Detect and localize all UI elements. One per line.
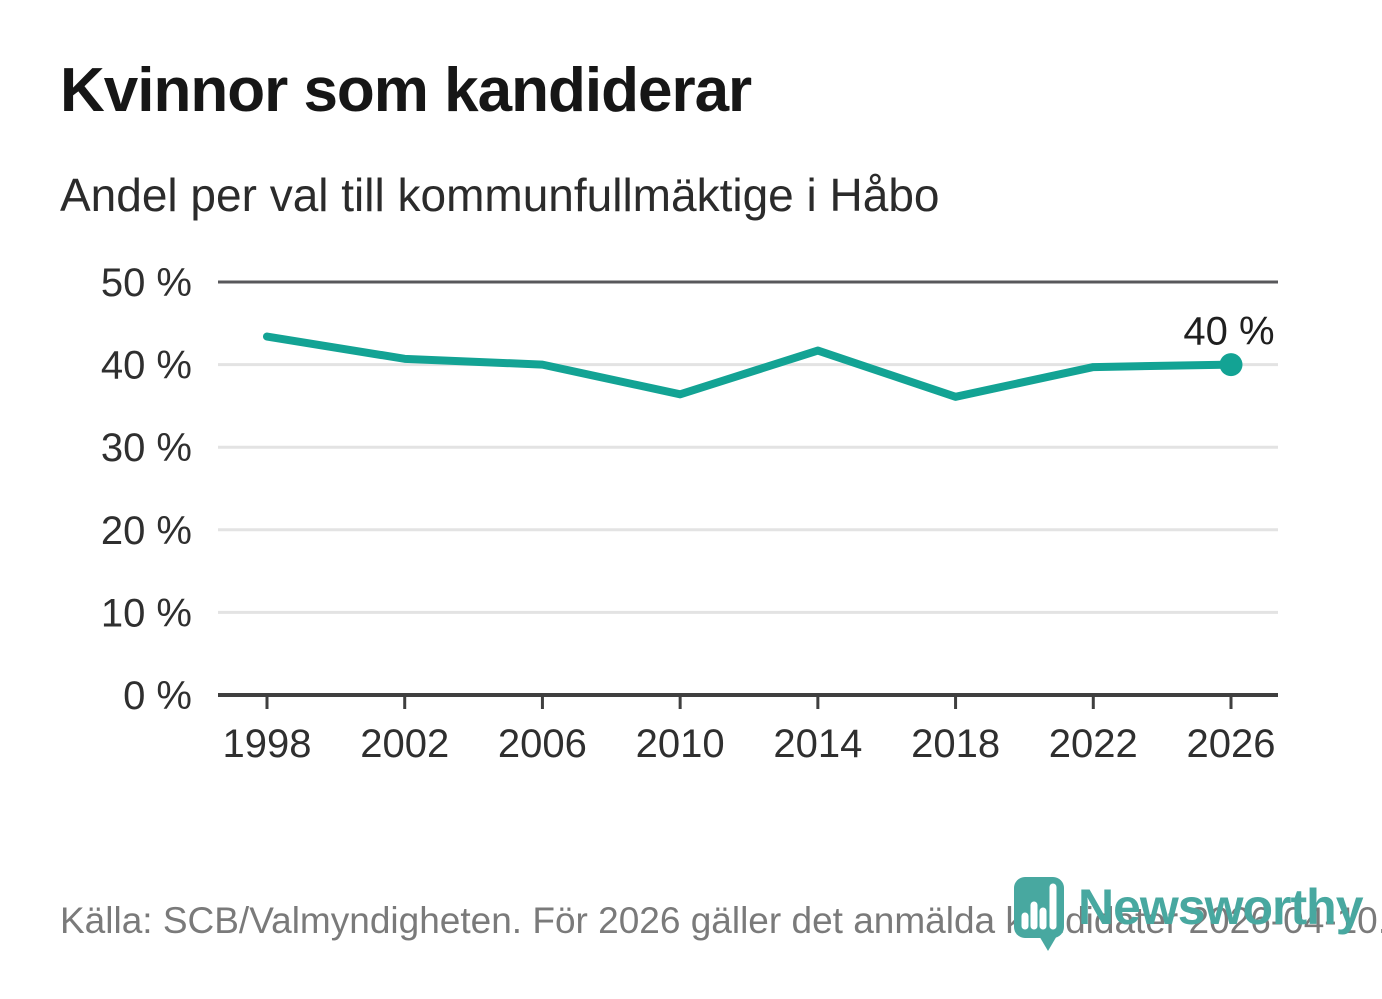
- x-tick-label: 2026: [1187, 722, 1276, 766]
- y-tick-label: 30 %: [101, 426, 192, 470]
- x-tick-label: 2014: [773, 722, 862, 766]
- page-title: Kvinnor som kandiderar: [60, 56, 752, 125]
- x-tick-label: 2022: [1049, 722, 1138, 766]
- chart-subtitle: Andel per val till kommunfullmäktige i H…: [60, 169, 940, 221]
- data-point-last: [1219, 353, 1243, 377]
- y-tick-label: 10 %: [101, 591, 192, 635]
- x-tick-label: 2018: [911, 722, 1000, 766]
- end-point-label: 40 %: [1183, 310, 1274, 354]
- newsworthy-logo-icon: [1014, 877, 1064, 951]
- newsworthy-wordmark: Newsworthy: [1078, 879, 1364, 935]
- y-tick-label: 0 %: [123, 674, 192, 718]
- data-line: [263, 332, 1235, 401]
- x-tick-label: 2002: [360, 722, 449, 766]
- x-tick-label: 2006: [498, 722, 587, 766]
- y-tick-label: 20 %: [101, 509, 192, 553]
- source-note: Källa: SCB/Valmyndigheten. För 2026 gäll…: [60, 900, 1382, 941]
- x-tick-label: 1998: [223, 722, 312, 766]
- y-tick-label: 40 %: [101, 344, 192, 388]
- x-tick-label: 2010: [636, 722, 725, 766]
- y-tick-label: 50 %: [101, 261, 192, 305]
